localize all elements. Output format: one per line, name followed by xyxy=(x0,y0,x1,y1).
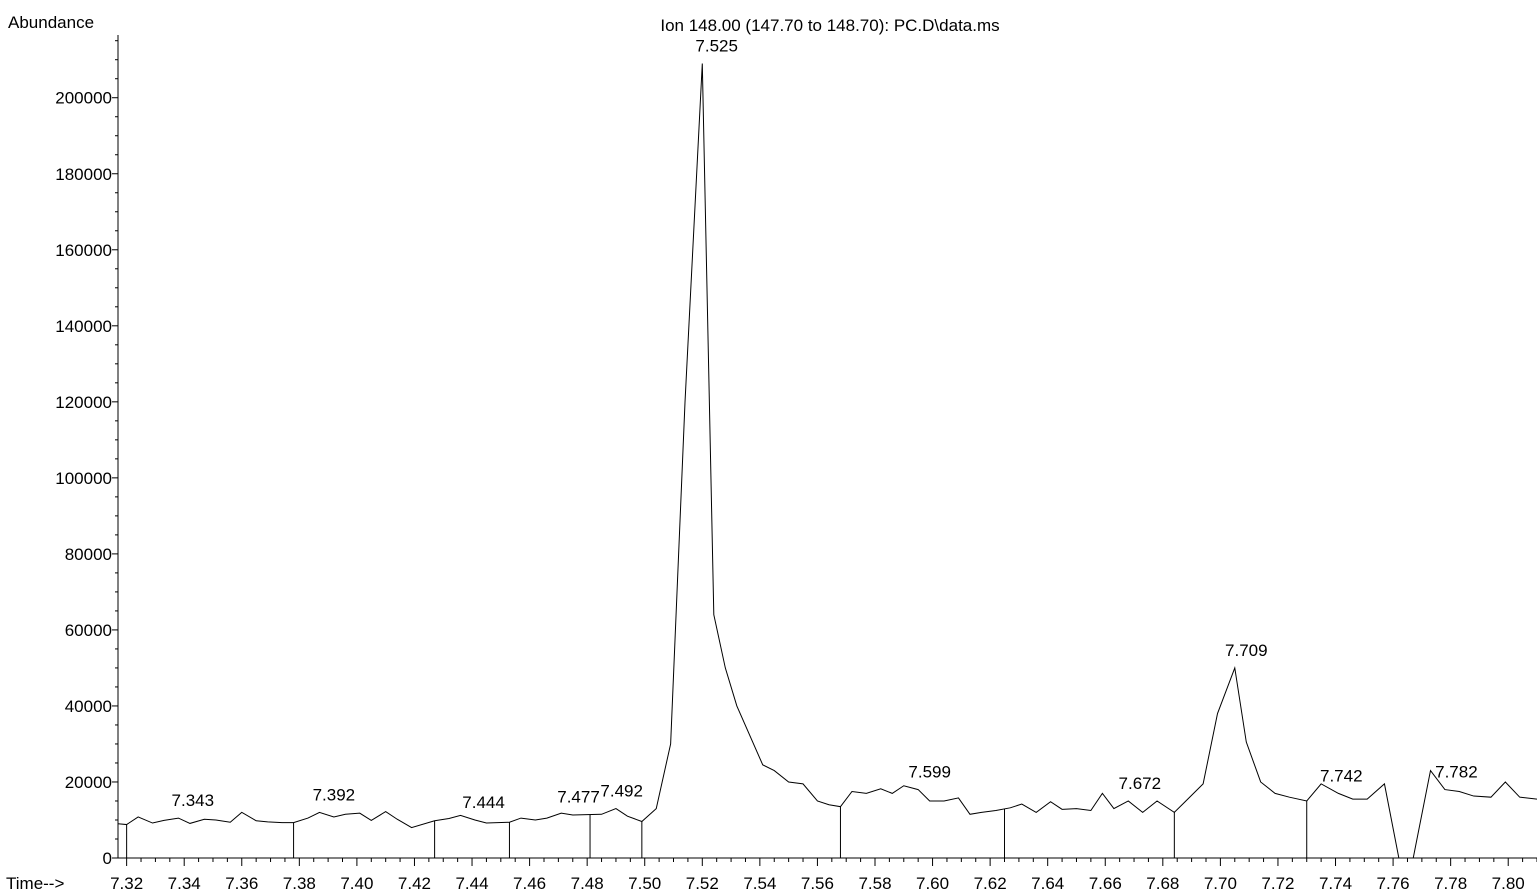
peak-label: 7.599 xyxy=(908,763,951,782)
chart-title: Ion 148.00 (147.70 to 148.70): PC.D\data… xyxy=(660,16,999,35)
x-tick-label: 7.50 xyxy=(628,874,661,893)
peak-label: 7.782 xyxy=(1435,763,1478,782)
x-tick-label: 7.36 xyxy=(225,874,258,893)
x-tick-label: 7.80 xyxy=(1492,874,1525,893)
y-tick-label: 120000 xyxy=(55,393,112,412)
x-axis-label: Time--> xyxy=(6,874,64,893)
peak-label: 7.444 xyxy=(462,793,505,812)
x-tick-label: 7.58 xyxy=(858,874,891,893)
y-tick-label: 100000 xyxy=(55,469,112,488)
peak-label: 7.672 xyxy=(1119,774,1162,793)
x-tick-label: 7.38 xyxy=(283,874,316,893)
x-tick-label: 7.64 xyxy=(1031,874,1064,893)
peak-label: 7.392 xyxy=(313,785,356,804)
x-tick-label: 7.76 xyxy=(1377,874,1410,893)
x-tick-label: 7.44 xyxy=(455,874,488,893)
y-tick-label: 180000 xyxy=(55,165,112,184)
y-tick-label: 0 xyxy=(103,849,112,868)
y-axis-label: Abundance xyxy=(8,13,94,32)
y-tick-label: 60000 xyxy=(65,621,112,640)
x-tick-label: 7.72 xyxy=(1261,874,1294,893)
x-tick-label: 7.48 xyxy=(571,874,604,893)
x-tick-label: 7.52 xyxy=(686,874,719,893)
y-tick-label: 160000 xyxy=(55,241,112,260)
peak-label: 7.525 xyxy=(695,37,738,56)
x-tick-label: 7.60 xyxy=(916,874,949,893)
peak-label: 7.343 xyxy=(172,791,215,810)
y-tick-label: 80000 xyxy=(65,545,112,564)
x-tick-label: 7.42 xyxy=(398,874,431,893)
x-tick-label: 7.56 xyxy=(801,874,834,893)
x-tick-label: 7.70 xyxy=(1204,874,1237,893)
y-tick-label: 40000 xyxy=(65,697,112,716)
x-tick-label: 7.78 xyxy=(1434,874,1467,893)
y-tick-label: 200000 xyxy=(55,89,112,108)
x-tick-label: 7.46 xyxy=(513,874,546,893)
y-tick-label: 20000 xyxy=(65,773,112,792)
x-tick-label: 7.54 xyxy=(743,874,776,893)
peak-label: 7.492 xyxy=(600,782,643,801)
y-tick-label: 140000 xyxy=(55,317,112,336)
x-tick-label: 7.66 xyxy=(1089,874,1122,893)
peak-label: 7.742 xyxy=(1320,766,1363,785)
peak-label: 7.477 xyxy=(557,788,600,807)
trace xyxy=(117,63,1537,859)
x-tick-label: 7.68 xyxy=(1146,874,1179,893)
peak-label: 7.709 xyxy=(1225,641,1268,660)
x-tick-label: 7.34 xyxy=(168,874,201,893)
x-tick-label: 7.40 xyxy=(340,874,373,893)
x-tick-label: 7.74 xyxy=(1319,874,1352,893)
x-tick-label: 7.32 xyxy=(110,874,143,893)
x-tick-label: 7.62 xyxy=(974,874,1007,893)
